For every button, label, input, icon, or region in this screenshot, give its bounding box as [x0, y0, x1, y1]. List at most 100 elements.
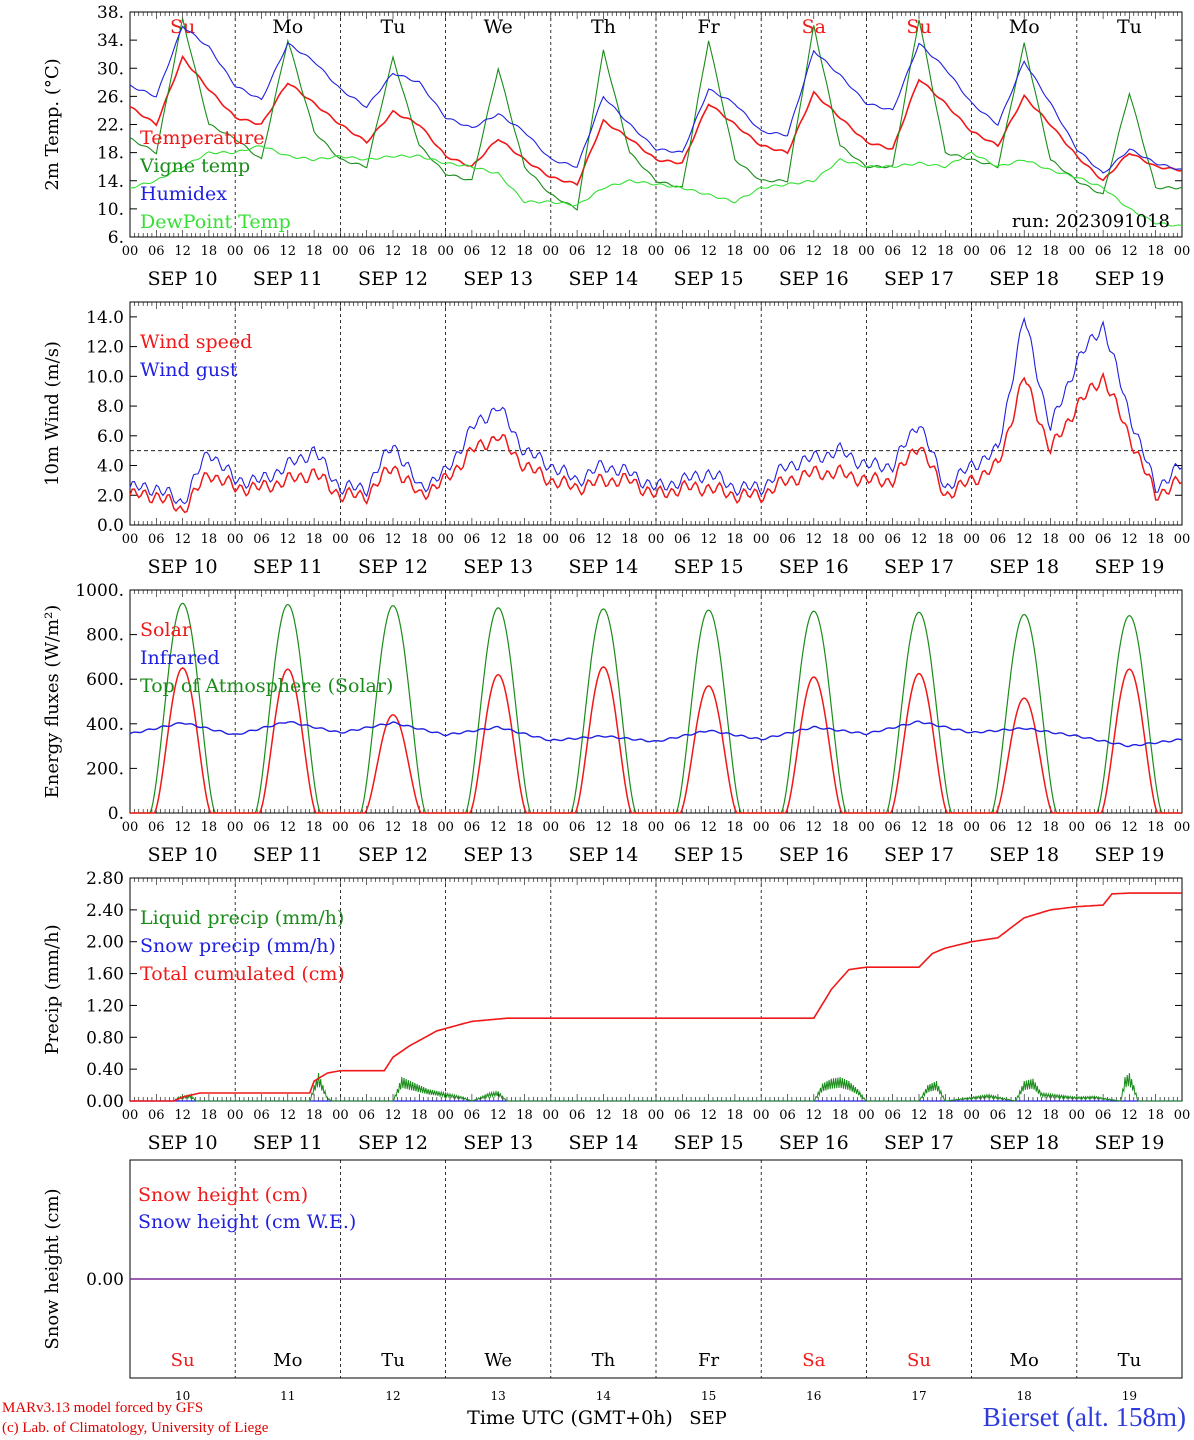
hour-label: 12 [280, 1108, 297, 1123]
legend-entry: Top of Atmosphere (Solar) [140, 675, 393, 697]
series-vigne-temp [129, 18, 1183, 211]
hour-label: 12 [595, 532, 612, 547]
day-number: 17 [911, 1389, 926, 1403]
legend-entry: Wind gust [140, 359, 238, 381]
legend-entry: Snow precip (mm/h) [140, 935, 336, 957]
y-tick-label: 38. [97, 3, 124, 23]
hour-label: 00 [648, 820, 665, 835]
hour-label: 18 [411, 820, 428, 835]
hour-label: 06 [148, 1108, 165, 1123]
hour-label: 18 [1147, 820, 1164, 835]
hour-label: 12 [385, 532, 402, 547]
hour-label: 18 [516, 1108, 533, 1123]
hour-label: 06 [464, 820, 481, 835]
temperature-frame [129, 11, 1183, 238]
date-label: SEP 16 [779, 1132, 849, 1154]
y-tick-label: 14. [97, 172, 124, 192]
hour-label: 18 [306, 244, 323, 259]
y-tick-label: 10. [97, 200, 124, 220]
date-label: SEP 10 [148, 1132, 218, 1154]
date-label: SEP 16 [779, 844, 849, 866]
legend-entry: Snow height (cm W.E.) [138, 1211, 356, 1233]
hour-label: 12 [280, 532, 297, 547]
hour-label: 18 [937, 532, 954, 547]
y-tick-label: 600. [86, 670, 124, 690]
hour-label: 00 [332, 532, 349, 547]
hour-label: 12 [1121, 1108, 1138, 1123]
hour-label: 00 [753, 244, 770, 259]
hour-label: 12 [385, 244, 402, 259]
hour-label: 18 [1042, 820, 1059, 835]
hour-label: 18 [832, 1108, 849, 1123]
hour-label: 06 [464, 1108, 481, 1123]
hour-label: 12 [1016, 1108, 1033, 1123]
series-liquid-precip [130, 1073, 1182, 1102]
hour-label: 06 [148, 820, 165, 835]
hour-label: 00 [543, 820, 560, 835]
hour-label: 00 [543, 244, 560, 259]
series-wind-speed [129, 371, 1183, 514]
hour-label: 00 [122, 244, 139, 259]
weekday-label: Mo [1010, 1350, 1039, 1371]
hour-label: 18 [411, 1108, 428, 1123]
weekday-label: We [484, 1350, 512, 1371]
hour-label: 00 [648, 244, 665, 259]
hour-label: 18 [832, 244, 849, 259]
hour-label: 12 [700, 820, 717, 835]
y-tick-label: 22. [97, 116, 124, 136]
hour-label: 06 [358, 244, 375, 259]
date-label: SEP 15 [674, 268, 744, 290]
y-tick-label: 8.0 [97, 397, 124, 417]
legend-entry: Infrared [140, 647, 220, 669]
y-tick-label: 0.0 [97, 516, 124, 536]
y-tick-label: 6. [108, 228, 124, 248]
date-label: SEP 17 [884, 556, 954, 578]
weekday-label: Tu [381, 1350, 405, 1371]
y-axis-label: 2m Temp. (°C) [42, 58, 63, 190]
y-tick-label: 6.0 [97, 427, 124, 447]
hour-label: 00 [122, 820, 139, 835]
hour-label: 18 [727, 532, 744, 547]
hour-label: 00 [648, 532, 665, 547]
y-tick-label: 2.00 [86, 933, 124, 953]
hour-label: 18 [937, 244, 954, 259]
series-infrared [129, 720, 1183, 748]
hour-label: 00 [437, 532, 454, 547]
date-label: SEP 14 [568, 1132, 638, 1154]
date-label: SEP 14 [568, 268, 638, 290]
day-number: 11 [280, 1389, 295, 1403]
weekday-label: Su [906, 16, 931, 38]
hour-label: 06 [253, 244, 270, 259]
hour-label: 12 [174, 532, 191, 547]
hour-label: 12 [911, 532, 928, 547]
hour-label: 06 [674, 532, 691, 547]
hour-label: 18 [411, 244, 428, 259]
legend-entry: Vigne temp [139, 155, 250, 177]
hour-label: 00 [1174, 820, 1191, 835]
weekday-label: Fr [698, 1350, 719, 1371]
weekday-label: Th [592, 1350, 616, 1371]
weekday-label: We [484, 16, 513, 38]
day-number: 12 [385, 1389, 400, 1403]
series-wind-gust [129, 316, 1183, 505]
date-label: SEP 16 [779, 268, 849, 290]
hour-label: 18 [201, 1108, 218, 1123]
hour-ticks [129, 878, 1183, 1101]
hour-label: 06 [884, 244, 901, 259]
hour-label: 18 [201, 532, 218, 547]
hour-label: 12 [595, 244, 612, 259]
hour-label: 00 [437, 820, 454, 835]
wind-frame [129, 301, 1183, 526]
hour-label: 12 [700, 532, 717, 547]
hour-label: 00 [1174, 532, 1191, 547]
hour-label: 18 [1042, 1108, 1059, 1123]
date-label: SEP 11 [253, 268, 323, 290]
y-tick-label: 0.40 [86, 1060, 124, 1080]
date-label: SEP 14 [568, 556, 638, 578]
weekday-label: Tu [381, 16, 406, 38]
hour-label: 18 [1147, 244, 1164, 259]
energy-frame [129, 589, 1183, 814]
hour-label: 00 [1174, 1108, 1191, 1123]
y-tick-label: 26. [97, 87, 124, 107]
hour-label: 06 [358, 1108, 375, 1123]
